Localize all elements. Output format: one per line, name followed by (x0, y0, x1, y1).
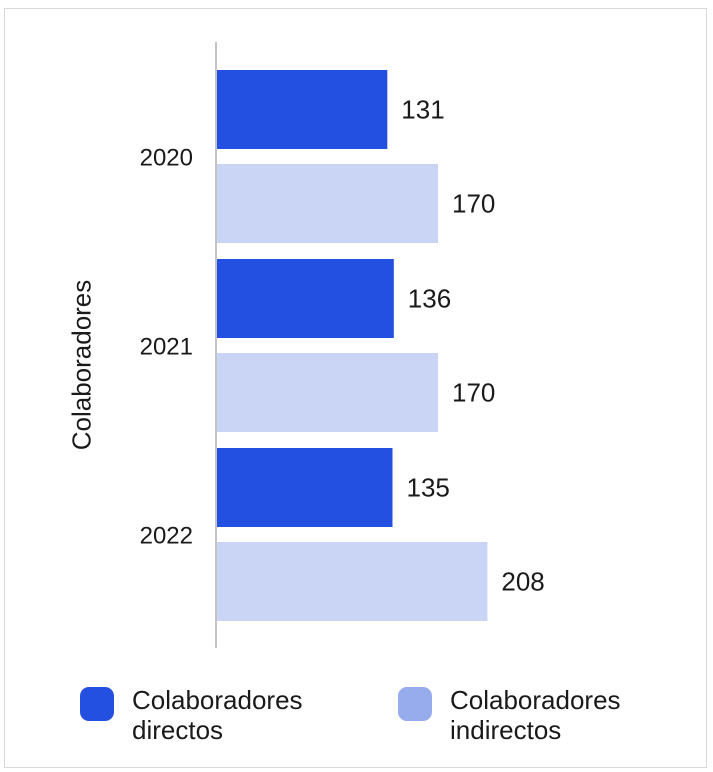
bar-indirectos-2021 (217, 353, 438, 432)
bar-indirectos-2020 (217, 164, 438, 243)
data-label-indirectos-2022: 208 (501, 567, 544, 597)
data-label-indirectos-2021: 170 (452, 378, 495, 408)
legend-item-indirectos: Colaboradores indirectos (398, 685, 670, 745)
bar-directos-2022 (217, 448, 393, 527)
data-label-directos-2021: 136 (408, 284, 451, 314)
legend-item-directos: Colaboradores directos (80, 685, 352, 745)
bar-directos-2020 (217, 70, 388, 149)
data-label-indirectos-2020: 170 (452, 189, 495, 219)
legend: Colaboradores directos Colaboradores ind… (80, 685, 670, 745)
legend-swatch-indirectos (398, 687, 432, 721)
category-label-2020: 2020 (140, 145, 193, 172)
bar-indirectos-2022 (217, 542, 488, 621)
y-axis-title: Colaboradores (66, 279, 97, 451)
bar-directos-2021 (217, 259, 394, 338)
category-label-2021: 2021 (140, 334, 193, 361)
legend-swatch-directos (80, 687, 114, 721)
category-label-2022: 2022 (140, 523, 193, 550)
data-label-directos-2020: 131 (401, 95, 444, 125)
legend-label-directos: Colaboradores directos (132, 685, 303, 745)
data-label-directos-2022: 135 (407, 473, 450, 503)
legend-label-indirectos: Colaboradores indirectos (450, 685, 621, 745)
